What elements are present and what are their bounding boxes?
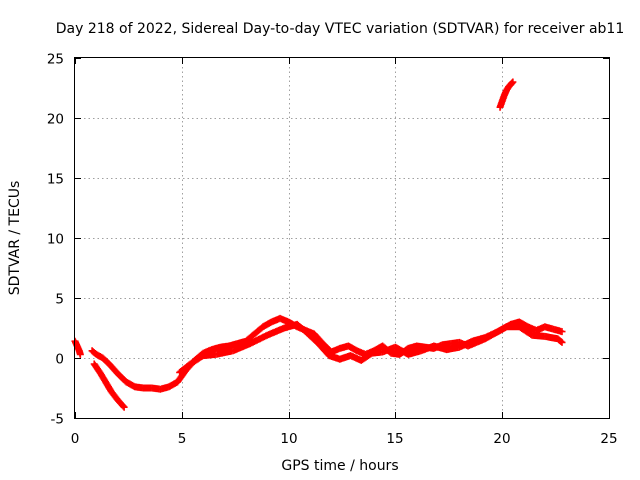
x-tick-label: 5 [178,431,187,447]
series-trace [505,81,514,90]
plot-frame [74,57,610,419]
series-trace [72,338,81,349]
series-trace [108,389,121,403]
series-trace [265,325,287,339]
y-tick-labels: -5 0 5 10 15 20 25 [47,52,64,428]
series-trace [243,331,257,344]
series-trace [188,352,206,367]
series-layer [71,78,566,411]
y-tick-label: 15 [47,172,64,188]
series-trace [517,324,535,338]
x-axis-label: GPS time / hours [281,458,398,474]
y-tick-label: 25 [47,52,64,68]
series-trace [311,331,326,347]
series-trace [97,371,110,387]
series-trace [555,336,565,345]
x-tick-label: 0 [71,431,80,447]
y-tick-label: -5 [51,412,64,428]
tick-marks [75,58,610,419]
series-arc-1 [71,337,84,358]
series-trace [177,361,193,375]
data-point [558,328,566,336]
data-point [509,78,517,86]
series-trace [115,371,129,385]
series-trace [74,343,83,354]
x-tick-label: 15 [386,431,403,447]
series-trace [100,355,112,367]
y-tick-label: 10 [47,232,64,248]
series-trace [230,340,253,354]
chart-title: Day 218 of 2022, Sidereal Day-to-day VTE… [56,21,625,37]
x-tick-label: 20 [493,431,510,447]
series-trace [294,321,308,335]
y-tick-label: 0 [55,352,64,368]
series-arc-5 [496,78,517,111]
series-trace [507,79,516,88]
series-arc-3 [90,360,128,411]
y-tick-label: 20 [47,112,64,128]
series-trace [252,324,266,337]
series-trace [315,341,332,359]
y-tick-label: 5 [55,292,64,308]
x-tick-label: 10 [280,431,297,447]
series-trace [303,329,321,347]
series-trace [503,84,512,93]
data-point [76,350,84,358]
y-axis-label: SDTVAR / TECUs [7,181,23,296]
series-arc-4 [176,320,566,376]
x-tick-labels: 0 5 10 15 20 25 [71,431,618,447]
series-trace [115,397,127,410]
series-trace [106,361,121,377]
data-point [120,403,128,411]
series-trace [248,332,270,347]
series-trace [501,88,510,98]
x-tick-label: 25 [600,431,617,447]
data-point [558,338,566,346]
series-trace [89,348,99,357]
series-trace [91,361,104,376]
series-trace [497,99,506,110]
series-trace [499,93,508,104]
grid [75,58,609,418]
